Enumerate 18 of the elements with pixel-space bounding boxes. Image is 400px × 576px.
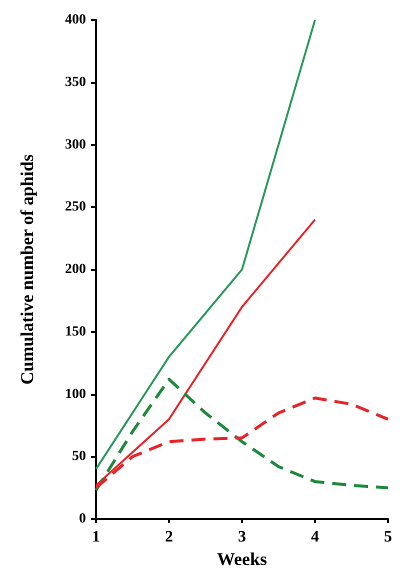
x-tick-label: 1 xyxy=(92,528,100,546)
y-tick-label: 350 xyxy=(65,74,86,90)
y-axis-title: Cumulative number of aphids xyxy=(17,154,37,385)
y-tick-label: 300 xyxy=(65,137,86,152)
line-series xyxy=(95,19,316,470)
y-tick-label: 250 xyxy=(65,200,86,215)
y-tick-label: 100 xyxy=(65,386,86,402)
x-tick-label: 5 xyxy=(384,528,392,546)
x-axis-title: Weeks xyxy=(216,548,268,569)
y-tick-label: 400 xyxy=(65,12,86,28)
line-series xyxy=(94,378,390,492)
y-tick-label: 200 xyxy=(65,262,86,277)
x-tick-label: 3 xyxy=(238,528,246,546)
x-tick-label: 2 xyxy=(165,528,173,546)
y-tick-label: 50 xyxy=(72,449,86,464)
y-tick-label: 150 xyxy=(65,324,86,340)
y-tick-label: 0 xyxy=(79,512,86,526)
x-tick-label: 4 xyxy=(311,528,319,546)
